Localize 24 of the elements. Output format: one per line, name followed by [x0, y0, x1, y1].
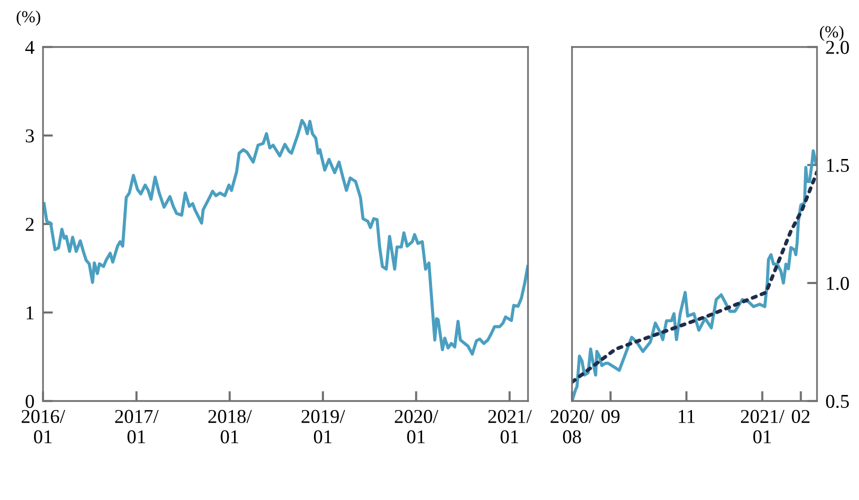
x-tick-label: 2019/ 01: [302, 410, 346, 444]
x-tick-label: 09: [602, 410, 620, 424]
y-tick-label: 4: [25, 40, 34, 54]
x-tick-label: 2021/ 01: [488, 410, 532, 444]
y-tick-label: 1.0: [827, 276, 849, 290]
y-tick-label: 3: [26, 129, 34, 142]
x-tick-label: 2018/ 01: [208, 410, 252, 444]
x-tick-label: 2021/ 01: [740, 410, 784, 444]
line-series: [572, 170, 817, 384]
x-tick-label: 2017/ 01: [115, 410, 159, 444]
y-axis-title: (%): [16, 10, 40, 26]
x-tick-label: 2020/ 08: [550, 410, 594, 444]
y-tick-label: 0.5: [826, 394, 849, 408]
x-tick-label: 11: [678, 410, 695, 423]
y-tick-label: 1: [26, 306, 34, 320]
line-series: [43, 118, 528, 356]
y-tick-label: 2: [26, 218, 34, 231]
x-tick-label: 02: [792, 410, 810, 424]
y-tick-label: 2.0: [826, 40, 849, 54]
x-tick-label: 2020/ 01: [394, 410, 438, 444]
x-tick-label: 2016/ 01: [22, 410, 66, 444]
y-axis-title: (%): [820, 26, 844, 41]
y-tick-label: 1.5: [827, 158, 849, 172]
y-tick-label: 0: [26, 394, 34, 408]
